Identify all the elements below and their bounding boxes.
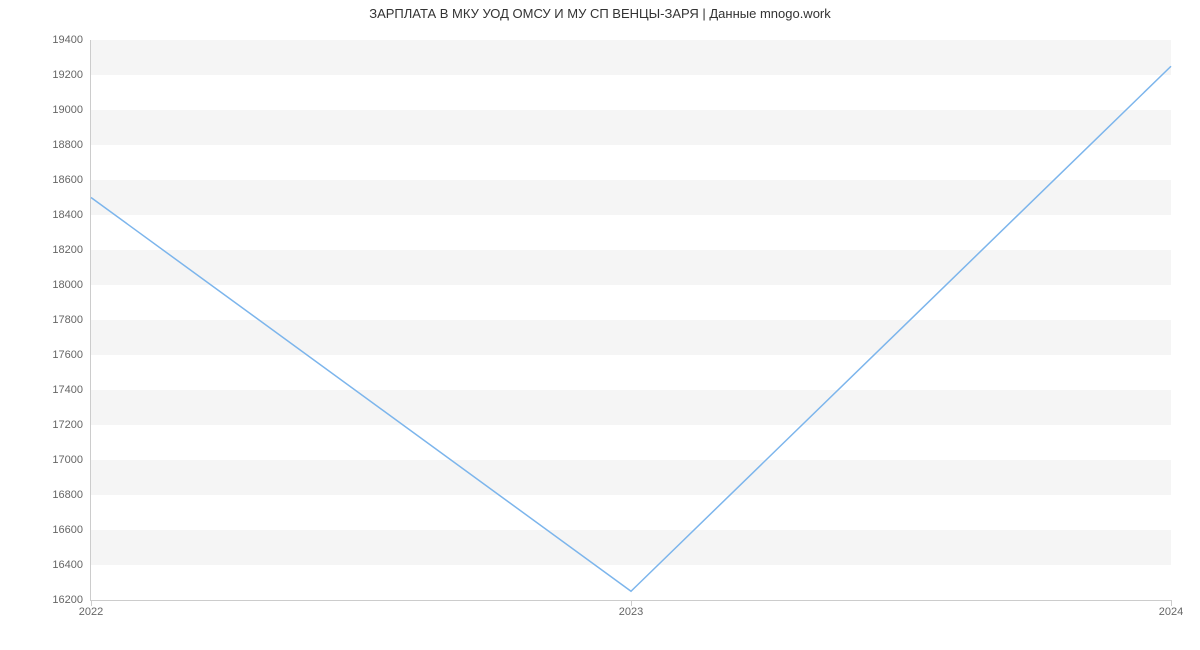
y-tick-label: 16800 (52, 489, 91, 501)
y-tick-label: 19400 (52, 34, 91, 46)
y-tick-label: 19000 (52, 104, 91, 116)
line-layer (91, 40, 1171, 600)
y-tick-label: 18400 (52, 209, 91, 221)
x-tick-label: 2023 (619, 600, 643, 618)
y-tick-label: 17600 (52, 349, 91, 361)
y-tick-label: 16400 (52, 559, 91, 571)
y-tick-label: 17800 (52, 314, 91, 326)
series-line (91, 66, 1171, 591)
y-tick-label: 17400 (52, 384, 91, 396)
plot-area: 1620016400166001680017000172001740017600… (90, 40, 1171, 601)
y-tick-label: 18800 (52, 139, 91, 151)
y-tick-label: 17000 (52, 454, 91, 466)
y-tick-label: 18000 (52, 279, 91, 291)
y-tick-label: 18600 (52, 174, 91, 186)
chart-title: ЗАРПЛАТА В МКУ УОД ОМСУ И МУ СП ВЕНЦЫ-ЗА… (0, 6, 1200, 21)
chart-container: ЗАРПЛАТА В МКУ УОД ОМСУ И МУ СП ВЕНЦЫ-ЗА… (0, 0, 1200, 650)
y-tick-label: 16600 (52, 524, 91, 536)
y-tick-label: 17200 (52, 419, 91, 431)
y-tick-label: 18200 (52, 244, 91, 256)
x-tick-label: 2024 (1159, 600, 1183, 618)
x-tick-label: 2022 (79, 600, 103, 618)
y-tick-label: 19200 (52, 69, 91, 81)
